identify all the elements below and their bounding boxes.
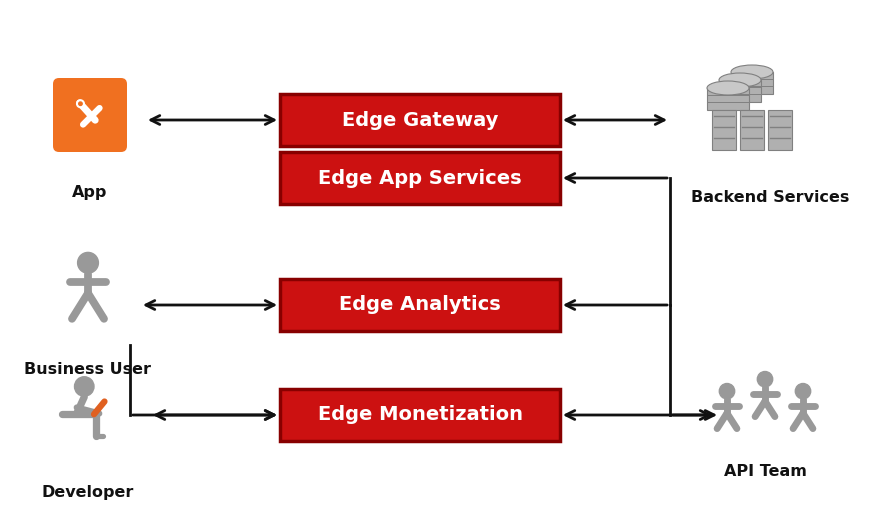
Text: App: App: [73, 185, 108, 200]
Circle shape: [77, 100, 84, 108]
Text: Edge App Services: Edge App Services: [319, 169, 522, 188]
FancyBboxPatch shape: [280, 389, 560, 441]
Circle shape: [74, 377, 94, 396]
FancyBboxPatch shape: [280, 279, 560, 331]
FancyBboxPatch shape: [719, 80, 761, 102]
Text: API Team: API Team: [724, 464, 806, 479]
Text: Edge Analytics: Edge Analytics: [339, 296, 501, 314]
Ellipse shape: [719, 73, 761, 87]
Ellipse shape: [731, 65, 773, 79]
Circle shape: [720, 384, 735, 399]
Circle shape: [78, 252, 98, 273]
Text: Edge Gateway: Edge Gateway: [342, 111, 498, 129]
FancyBboxPatch shape: [731, 72, 773, 94]
FancyBboxPatch shape: [707, 88, 749, 110]
FancyBboxPatch shape: [740, 110, 764, 150]
Circle shape: [79, 102, 82, 105]
FancyBboxPatch shape: [768, 110, 792, 150]
Text: Backend Services: Backend Services: [691, 190, 850, 205]
Circle shape: [758, 372, 773, 387]
FancyBboxPatch shape: [53, 78, 127, 152]
Text: Business User: Business User: [25, 362, 151, 377]
Text: Developer: Developer: [42, 484, 135, 499]
Ellipse shape: [707, 81, 749, 95]
Text: Edge Monetization: Edge Monetization: [318, 405, 522, 424]
FancyBboxPatch shape: [280, 94, 560, 146]
FancyBboxPatch shape: [712, 110, 736, 150]
FancyBboxPatch shape: [280, 152, 560, 204]
Circle shape: [796, 384, 811, 399]
